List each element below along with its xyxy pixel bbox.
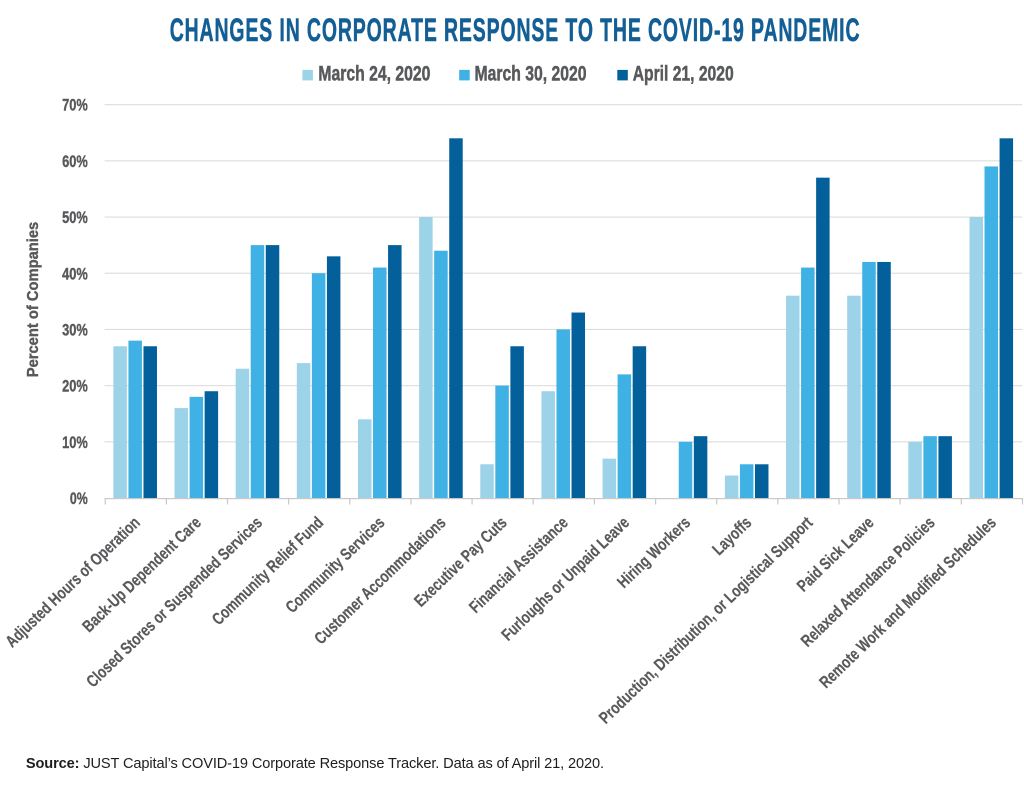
svg-text:40%: 40% (62, 264, 88, 283)
svg-text:March 30, 2020: March 30, 2020 (475, 63, 587, 86)
svg-text:30%: 30% (62, 321, 88, 340)
svg-text:10%: 10% (62, 433, 88, 452)
svg-text:20%: 20% (62, 377, 88, 396)
svg-text:50%: 50% (62, 208, 88, 227)
svg-text:March 24, 2020: March 24, 2020 (318, 63, 430, 86)
svg-text:CHANGES IN CORPORATE RESPONSE: CHANGES IN CORPORATE RESPONSE TO THE COV… (170, 11, 861, 48)
svg-text:Source: JUST Capital’s COVID-1: Source: JUST Capital’s COVID-19 Corporat… (26, 756, 604, 772)
svg-text:0%: 0% (70, 489, 88, 508)
svg-text:70%: 70% (62, 96, 88, 115)
svg-text:Percent of Companies: Percent of Companies (25, 222, 42, 378)
svg-text:60%: 60% (62, 152, 88, 171)
svg-text:April 21, 2020: April 21, 2020 (633, 63, 734, 86)
